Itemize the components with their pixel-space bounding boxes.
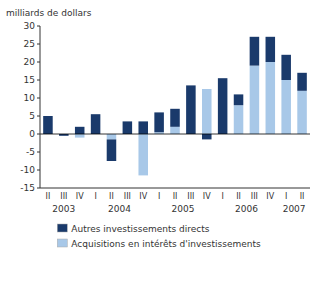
- legend: Autres investissements directs Acquisitio…: [57, 224, 261, 249]
- y-tick: [37, 44, 40, 45]
- bar: [154, 112, 164, 132]
- y-tick-label: 0: [29, 129, 35, 139]
- x-tick-label: I: [158, 192, 160, 201]
- y-tick-label: 10: [24, 93, 36, 103]
- bar: [91, 114, 101, 134]
- x-tick-label: III: [60, 192, 67, 201]
- zero-line: [40, 134, 310, 135]
- bar: [75, 127, 85, 134]
- bar: [170, 109, 180, 127]
- bar: [186, 85, 196, 134]
- x-tick-label: IV: [76, 192, 84, 201]
- bar: [250, 66, 260, 134]
- bar: [170, 127, 180, 134]
- bar: [75, 134, 85, 138]
- bar: [138, 121, 148, 134]
- year-label: 2007: [283, 204, 306, 214]
- bar: [281, 80, 291, 134]
- y-tick: [37, 134, 40, 135]
- x-tick-label: I: [94, 192, 96, 201]
- legend-label: Acquisitions en intérêts d'investissemen…: [71, 239, 261, 249]
- x-axis: [40, 188, 310, 189]
- y-axis-label: milliards de dollars: [6, 8, 92, 18]
- x-tick-label: III: [124, 192, 131, 201]
- x-tick-label: I: [285, 192, 287, 201]
- y-tick-label: 15: [24, 75, 35, 85]
- x-tick-label: II: [300, 192, 305, 201]
- bar: [250, 37, 260, 66]
- year-label: 2006: [235, 204, 258, 214]
- x-tick-label: IV: [203, 192, 211, 201]
- x-tick-label: II: [236, 192, 241, 201]
- chart: -15-10-5051015202530IIIIIIVIIIIIIIVIIIII…: [0, 0, 318, 287]
- bar: [266, 62, 276, 134]
- bar: [202, 134, 212, 139]
- legend-swatch: [57, 224, 67, 232]
- y-tick-label: 20: [24, 57, 36, 67]
- y-tick: [37, 98, 40, 99]
- y-tick: [37, 62, 40, 63]
- bar: [234, 105, 244, 134]
- bar: [297, 91, 307, 134]
- bars: [43, 37, 307, 176]
- y-axis: [40, 26, 41, 188]
- bar: [138, 134, 148, 175]
- x-tick-label: IV: [139, 192, 147, 201]
- bar: [107, 134, 117, 139]
- y-tick-label: 30: [24, 21, 36, 31]
- bar: [218, 78, 228, 134]
- bar: [234, 94, 244, 105]
- y-tick-label: -10: [20, 165, 35, 175]
- y-tick: [37, 152, 40, 153]
- x-tick-label: II: [46, 192, 51, 201]
- x-tick-label: III: [251, 192, 258, 201]
- bar: [43, 116, 53, 134]
- year-label: 2005: [171, 204, 194, 214]
- x-tick-label: II: [173, 192, 178, 201]
- y-tick-label: 5: [29, 111, 35, 121]
- x-tick-label: II: [109, 192, 114, 201]
- bar: [202, 89, 212, 134]
- x-tick-label: IV: [266, 192, 274, 201]
- bar: [123, 121, 133, 134]
- x-tick-label: I: [221, 192, 223, 201]
- y-tick: [37, 116, 40, 117]
- year-label: 2003: [52, 204, 75, 214]
- y-tick: [37, 188, 40, 189]
- bar: [297, 73, 307, 91]
- bar: [107, 139, 117, 161]
- x-tick-label: III: [187, 192, 194, 201]
- legend-swatch: [57, 239, 67, 247]
- legend-label: Autres investissements directs: [71, 224, 209, 234]
- y-tick: [37, 170, 40, 171]
- y-tick-label: -5: [26, 147, 35, 157]
- bar: [266, 37, 276, 62]
- y-tick-label: 25: [24, 39, 35, 49]
- y-tick: [37, 26, 40, 27]
- year-label: 2004: [108, 204, 131, 214]
- y-tick: [37, 80, 40, 81]
- bar: [281, 55, 291, 80]
- y-tick-label: -15: [20, 183, 35, 193]
